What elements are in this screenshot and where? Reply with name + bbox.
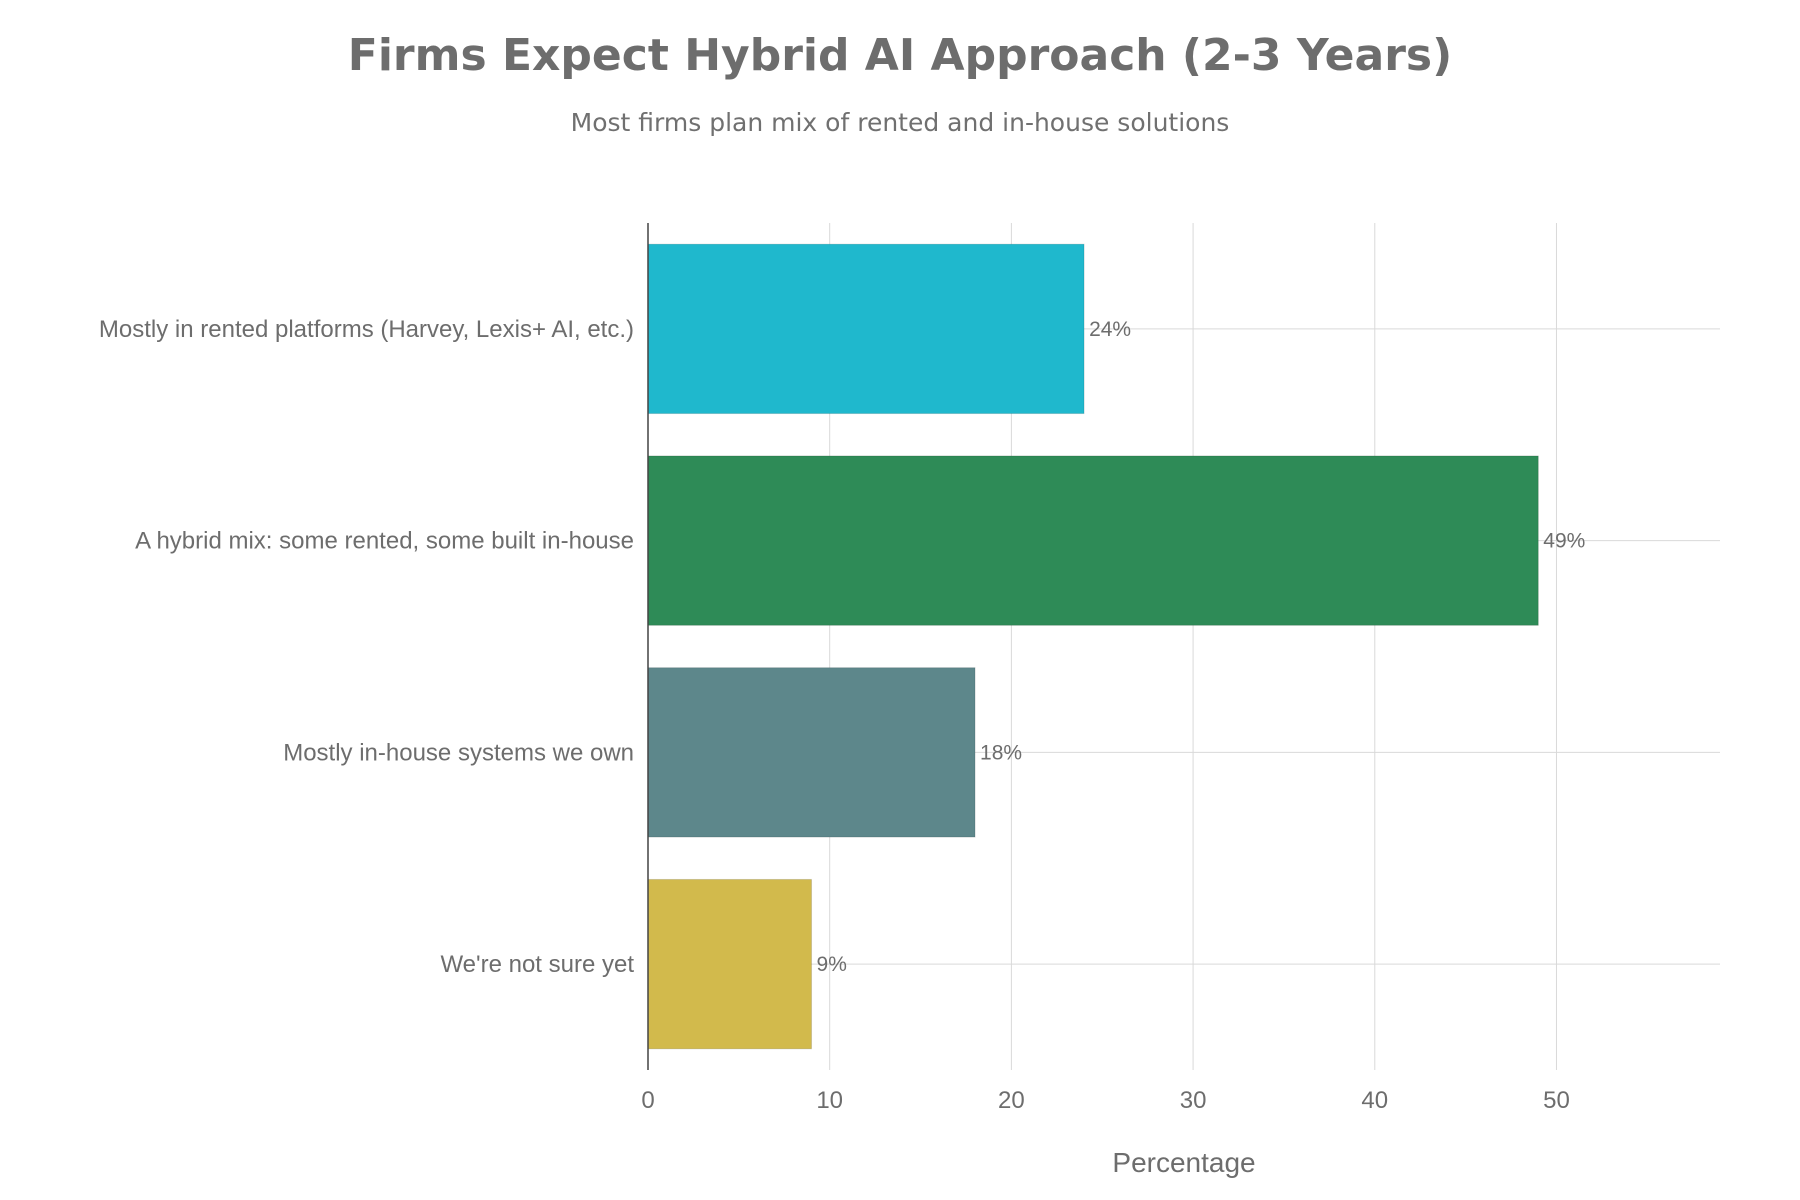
value-label: 49% — [1543, 530, 1585, 553]
value-label: 18% — [980, 741, 1022, 764]
value-label: 24% — [1089, 318, 1131, 341]
category-labels: Mostly in rented platforms (Harvey, Lexi… — [99, 316, 634, 978]
bar — [647, 243, 1085, 415]
x-axis-title: Percentage — [1112, 1147, 1255, 1178]
x-tick-labels: 0 10 20 30 40 50 — [641, 1087, 1570, 1114]
x-tick-label: 20 — [998, 1087, 1025, 1114]
x-tick-label: 50 — [1543, 1087, 1570, 1114]
bars — [647, 243, 1539, 1050]
category-label: Mostly in rented platforms (Harvey, Lexi… — [99, 316, 634, 343]
bar — [647, 878, 813, 1050]
category-label: A hybrid mix: some rented, some built in… — [135, 528, 634, 555]
bar — [647, 667, 976, 838]
category-label: Mostly in-house systems we own — [283, 739, 634, 766]
x-tick-label: 30 — [1180, 1087, 1207, 1114]
chart-subtitle: Most firms plan mix of rented and in-hou… — [570, 108, 1230, 137]
chart-title: Firms Expect Hybrid AI Approach (2-3 Yea… — [347, 30, 1453, 81]
x-tick-label: 10 — [816, 1087, 843, 1114]
value-label: 9% — [817, 953, 847, 976]
value-labels: 24% 49% 18% 9% — [817, 318, 1586, 976]
bar — [647, 455, 1539, 626]
x-tick-label: 0 — [641, 1087, 654, 1114]
x-tick-label: 40 — [1361, 1087, 1388, 1114]
category-label: We're not sure yet — [440, 951, 634, 978]
